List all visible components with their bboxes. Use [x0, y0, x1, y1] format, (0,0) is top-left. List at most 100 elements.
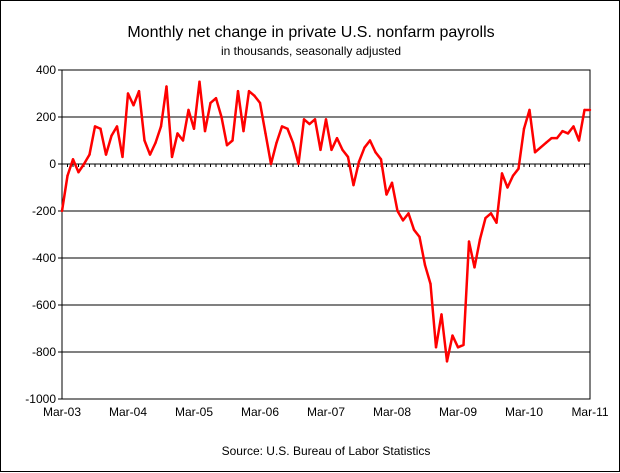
- data-point: [137, 89, 141, 93]
- data-point: [478, 238, 482, 241]
- data-point: [401, 219, 405, 222]
- data-point: [154, 141, 157, 145]
- data-point: [231, 139, 234, 142]
- data-point: [302, 118, 306, 121]
- data-point: [368, 139, 372, 142]
- data-point: [192, 127, 196, 130]
- data-point: [115, 125, 119, 128]
- data-point: [198, 80, 201, 83]
- data-point: [214, 97, 218, 100]
- data-point: [99, 127, 102, 130]
- data-point: [126, 92, 130, 95]
- data-point: [275, 141, 278, 145]
- y-tick-label: -800: [32, 345, 56, 359]
- y-tick-label: -1000: [25, 392, 56, 406]
- data-point: [440, 313, 443, 316]
- data-point: [170, 155, 174, 159]
- data-point: [148, 153, 152, 156]
- data-point: [418, 235, 421, 239]
- data-point: [467, 240, 471, 243]
- y-tick-label: 200: [36, 110, 56, 124]
- data-point: [346, 155, 350, 159]
- y-axis: 400 200 0 -200 -400 -600 -800 -1000: [25, 63, 62, 406]
- data-point: [379, 158, 383, 161]
- y-tick-label: -600: [32, 298, 56, 312]
- data-point: [253, 94, 256, 98]
- x-tick-label: Mar-03: [43, 405, 81, 419]
- data-point: [132, 104, 135, 107]
- data-point: [330, 148, 333, 152]
- y-tick-label: -400: [32, 251, 56, 265]
- data-point: [484, 216, 487, 220]
- data-point: [396, 209, 399, 213]
- data-point: [242, 129, 245, 133]
- data-point: [77, 171, 80, 174]
- data-point: [88, 153, 91, 156]
- x-tick-label: Mar-08: [373, 405, 411, 419]
- x-axis: Mar-03 Mar-04 Mar-05 Mar-06 Mar-07 Mar-08 Mar-…: [43, 164, 609, 419]
- data-point: [473, 266, 476, 269]
- data-point: [500, 172, 504, 175]
- source-note: Source: U.S. Bureau of Labor Statistics: [222, 444, 431, 458]
- x-tick-label: Mar-05: [175, 405, 213, 419]
- data-point: [511, 174, 515, 177]
- data-point: [577, 139, 581, 142]
- data-point: [60, 209, 64, 213]
- data-point: [181, 139, 185, 142]
- data-point: [407, 212, 410, 215]
- data-point: [269, 162, 273, 166]
- data-point: [445, 360, 449, 363]
- data-point: [374, 151, 377, 154]
- data-point: [555, 136, 559, 140]
- data-point: [209, 101, 212, 105]
- plot-area: [61, 69, 591, 400]
- data-point: [341, 148, 344, 152]
- data-point: [308, 122, 311, 126]
- data-point: [533, 151, 537, 154]
- x-tick-label: Mar-09: [439, 405, 477, 419]
- data-point: [544, 141, 548, 145]
- data-point: [258, 101, 262, 105]
- data-point: [313, 118, 317, 121]
- data-point: [495, 221, 498, 224]
- data-point: [143, 139, 146, 142]
- y-tick-label: 400: [36, 63, 56, 77]
- data-point: [319, 148, 322, 152]
- chart-title: Monthly net change in private U.S. nonfa…: [127, 24, 494, 41]
- data-point: [236, 89, 240, 93]
- data-point: [121, 155, 124, 159]
- data-point: [462, 343, 465, 347]
- y-tick-label: 0: [49, 157, 56, 171]
- data-point: [561, 129, 564, 133]
- data-point: [159, 125, 163, 128]
- data-point: [550, 136, 553, 140]
- data-point: [572, 125, 575, 128]
- data-point: [412, 228, 416, 231]
- data-point: [583, 108, 586, 112]
- data-point: [104, 153, 108, 156]
- data-point: [110, 134, 113, 137]
- data-point: [522, 127, 526, 130]
- data-point: [489, 212, 493, 215]
- data-point: [390, 181, 394, 184]
- data-point: [176, 132, 179, 135]
- x-tick-label: Mar-10: [505, 405, 543, 419]
- data-point: [363, 146, 366, 149]
- data-point: [187, 108, 190, 112]
- data-point: [247, 89, 251, 93]
- data-point: [588, 108, 592, 112]
- data-point: [203, 129, 207, 133]
- series-line: [60, 80, 590, 363]
- data-point: [286, 127, 289, 130]
- data-point: [335, 136, 339, 140]
- data-point: [297, 162, 300, 166]
- data-point: [324, 118, 328, 121]
- data-point: [451, 334, 454, 337]
- data-point: [82, 162, 86, 166]
- data-point: [71, 158, 75, 161]
- data-point: [566, 132, 570, 135]
- x-tick-label: Mar-06: [241, 405, 279, 419]
- data-point: [506, 186, 509, 189]
